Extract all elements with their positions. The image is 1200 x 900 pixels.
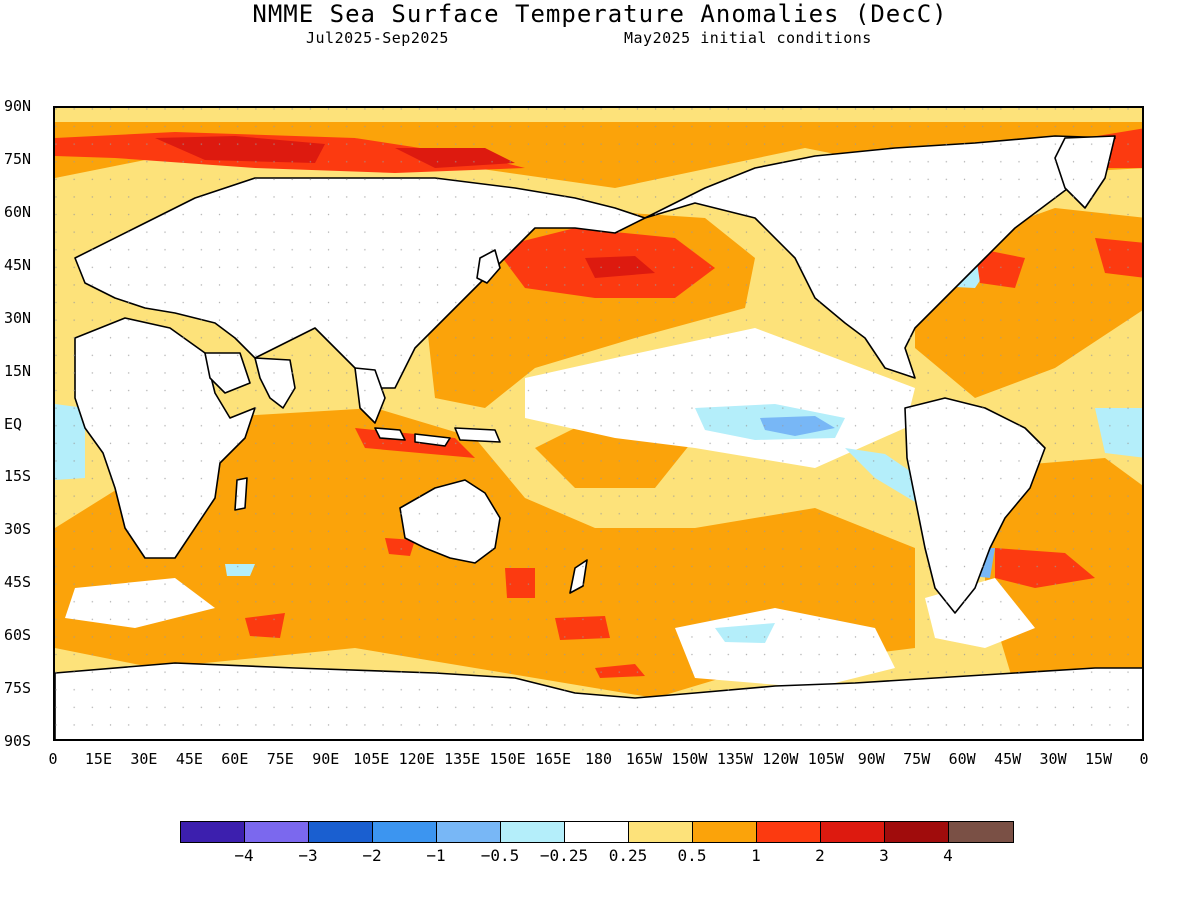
color-swatch xyxy=(501,822,565,842)
color-scale-label: 0.25 xyxy=(608,846,648,865)
map-canvas xyxy=(55,108,1142,739)
color-swatch xyxy=(245,822,309,842)
lon-label: 75W xyxy=(903,750,931,768)
color-scale-label: 4 xyxy=(943,846,953,865)
color-scale-bar xyxy=(180,821,1014,843)
lon-label: 15E xyxy=(84,750,112,768)
lon-label: 45E xyxy=(175,750,203,768)
graticule xyxy=(55,108,1142,739)
color-swatch xyxy=(181,822,245,842)
lon-label: 90E xyxy=(312,750,340,768)
lon-label: 0 xyxy=(48,750,58,768)
color-scale-label: −0.5 xyxy=(480,846,520,865)
lat-label: 15N xyxy=(4,361,32,380)
lat-label: 15S xyxy=(4,467,32,486)
lat-label: 60S xyxy=(4,626,32,645)
color-scale-label: −4 xyxy=(234,846,254,865)
forecast-period: Jul2025-Sep2025 xyxy=(306,29,449,47)
initial-conditions: May2025 initial conditions xyxy=(624,29,872,47)
map-title: NMME Sea Surface Temperature Anomalies (… xyxy=(252,0,948,28)
color-swatch xyxy=(693,822,757,842)
lon-label: 165W xyxy=(625,750,663,768)
lon-label: 0 xyxy=(1139,750,1149,768)
color-scale-label: −3 xyxy=(298,846,318,865)
lat-label: 45S xyxy=(4,573,32,592)
lat-label: 75S xyxy=(4,679,32,698)
lon-label: 60W xyxy=(948,750,976,768)
color-scale-label: −0.25 xyxy=(539,846,589,865)
color-swatch xyxy=(373,822,437,842)
lon-label: 30W xyxy=(1039,750,1067,768)
lon-label: 15W xyxy=(1084,750,1113,768)
lat-label: 90N xyxy=(4,97,32,115)
lat-label: 45N xyxy=(4,255,32,274)
lon-label: 105E xyxy=(353,750,390,768)
lon-label: 135E xyxy=(444,750,481,768)
lat-label: EQ xyxy=(4,414,23,433)
color-scale-label: 2 xyxy=(815,846,825,865)
lon-label: 60E xyxy=(221,750,249,768)
color-swatch xyxy=(629,822,693,842)
lon-label: 120E xyxy=(398,750,435,768)
lon-label: 90W xyxy=(857,750,885,768)
color-swatch xyxy=(821,822,885,842)
lat-label: 30S xyxy=(4,520,32,539)
color-swatch xyxy=(885,822,949,842)
color-scale-label: 3 xyxy=(879,846,889,865)
lon-label: 75E xyxy=(266,750,294,768)
color-scale-label: 0.5 xyxy=(677,846,707,865)
color-swatch xyxy=(565,822,629,842)
color-swatch xyxy=(309,822,373,842)
lon-label: 165E xyxy=(534,750,572,768)
lon-label: 105W xyxy=(807,750,844,768)
lon-label: 120W xyxy=(762,750,799,768)
lat-label: 75N xyxy=(4,149,32,168)
sst-anomaly-map xyxy=(53,106,1144,741)
color-swatch xyxy=(757,822,821,842)
lon-label: 135W xyxy=(716,750,753,768)
lon-label: 45W xyxy=(994,750,1022,768)
color-swatch xyxy=(949,822,1013,842)
color-scale-label: −1 xyxy=(426,846,446,865)
lat-label: 90S xyxy=(4,732,32,750)
lon-label: 180 xyxy=(584,750,613,768)
color-scale-label: 1 xyxy=(751,846,761,865)
lat-label: 30N xyxy=(4,308,32,327)
lon-label: 150E xyxy=(489,750,526,768)
lon-label: 150W xyxy=(671,750,708,768)
color-scale-label: −2 xyxy=(362,846,382,865)
lon-label: 30E xyxy=(130,750,158,768)
color-swatch xyxy=(437,822,501,842)
lat-label: 60N xyxy=(4,202,32,221)
